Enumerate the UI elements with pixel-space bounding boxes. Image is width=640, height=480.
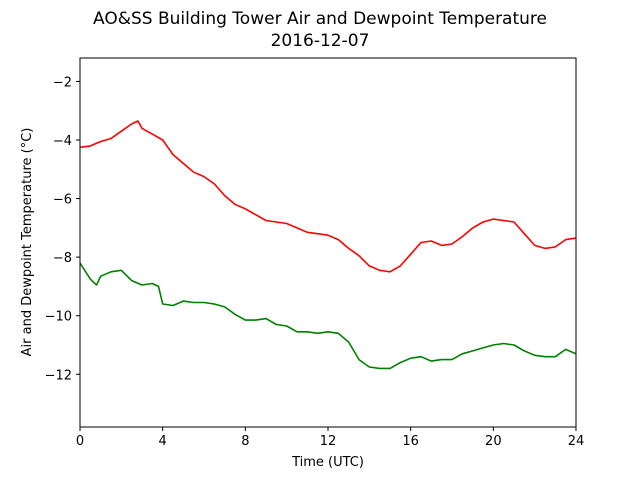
chart-title: AO&SS Building Tower Air and Dewpoint Te… bbox=[93, 9, 547, 29]
x-tick-label: 0 bbox=[76, 434, 84, 449]
y-tick-label: −10 bbox=[45, 310, 72, 325]
y-tick-label: −6 bbox=[53, 193, 72, 208]
x-tick-label: 12 bbox=[320, 434, 337, 449]
y-axis-label: Air and Dewpoint Temperature (°C) bbox=[20, 128, 35, 357]
y-tick-label: −2 bbox=[53, 75, 72, 90]
y-tick-label: −4 bbox=[53, 134, 72, 149]
air-temperature-line bbox=[79, 120, 577, 273]
y-tick-label: −12 bbox=[45, 368, 72, 383]
x-tick-label: 4 bbox=[159, 434, 167, 449]
x-tick-label: 16 bbox=[402, 434, 419, 449]
x-tick-label: 24 bbox=[568, 434, 585, 449]
x-tick-label: 20 bbox=[485, 434, 502, 449]
x-tick-label: 8 bbox=[241, 434, 249, 449]
axis-ticks: 0 4 8 12 16 20 24 −2 −4 −6 −8 −10 −12 bbox=[45, 75, 585, 449]
y-tick-label: −8 bbox=[53, 251, 72, 266]
dewpoint-temperature-line bbox=[79, 262, 577, 370]
chart-subtitle: 2016-12-07 bbox=[271, 31, 370, 51]
plot-lines bbox=[79, 120, 577, 370]
x-axis-label: Time (UTC) bbox=[291, 455, 364, 470]
plot-frame bbox=[79, 57, 577, 428]
